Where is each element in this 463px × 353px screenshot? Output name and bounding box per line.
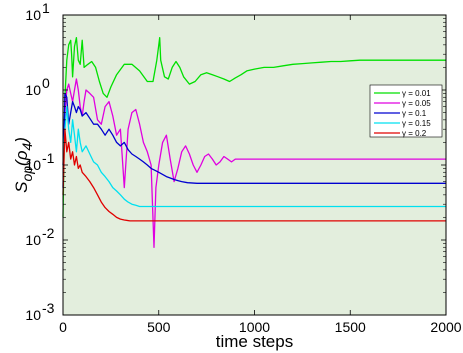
y-label-sub: op — [19, 166, 35, 182]
y-label-argsub: 4 — [19, 143, 35, 151]
y-tick-exponent: 1 — [42, 0, 50, 16]
series-line-3 — [62, 92, 446, 188]
y-tick-exponent: -3 — [42, 300, 55, 316]
y-tick-exponent: -2 — [42, 225, 55, 241]
x-tick-label: 1000 — [239, 319, 270, 335]
legend: γ = 0.01γ = 0.05γ = 0.1γ = 0.15γ = 0.2 — [369, 84, 443, 138]
y-tick-label: 10 — [25, 232, 41, 248]
y-tick-label: 10 — [25, 82, 41, 98]
legend-box — [369, 84, 443, 138]
y-label-s: S — [12, 181, 31, 193]
x-tick-label: 1500 — [335, 319, 366, 335]
y-tick-label: 10 — [25, 307, 41, 323]
y-tick-exponent: 0 — [42, 75, 50, 91]
x-tick-label: 2000 — [430, 319, 461, 335]
series-line-4 — [62, 105, 446, 208]
series-line-2 — [62, 78, 446, 248]
y-tick-label: 10 — [25, 7, 41, 23]
series-line-5 — [62, 128, 446, 222]
legend-label-1: γ = 0.01 — [402, 89, 431, 98]
y-tick-label: 10 — [25, 157, 41, 173]
y-label-arg: (ρ — [12, 150, 31, 166]
x-tick-label: 0 — [59, 319, 67, 335]
legend-label-2: γ = 0.05 — [402, 99, 431, 108]
y-axis-label: Sop(ρ4) — [12, 137, 35, 193]
x-tick-label: 500 — [147, 319, 171, 335]
legend-label-4: γ = 0.15 — [402, 119, 431, 128]
legend-label-5: γ = 0.2 — [402, 129, 427, 138]
series-layer — [62, 36, 446, 248]
y-label-close: ) — [12, 137, 31, 145]
plot-background — [63, 15, 446, 315]
series-line-1 — [62, 36, 446, 218]
y-tick-exponent: -1 — [42, 150, 55, 166]
legend-label-3: γ = 0.1 — [402, 109, 427, 118]
x-axis-label: time steps — [216, 332, 293, 351]
